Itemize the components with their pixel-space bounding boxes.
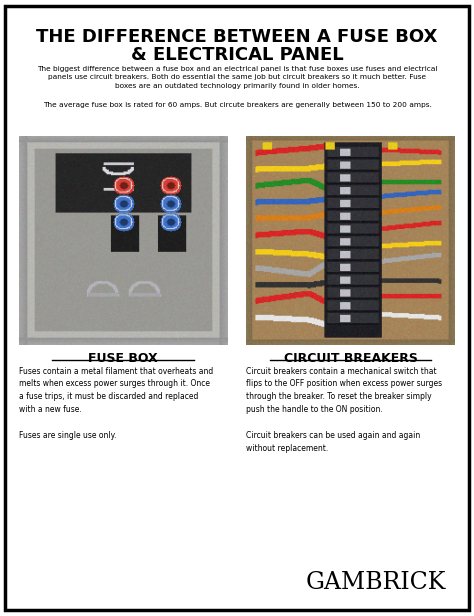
Text: Fuses contain a metal filament that overheats and
melts when excess power surges: Fuses contain a metal filament that over… [19,367,213,440]
Text: CIRCUIT BREAKERS: CIRCUIT BREAKERS [284,352,418,365]
Text: & ELECTRICAL PANEL: & ELECTRICAL PANEL [131,46,343,64]
Text: FUSE BOX: FUSE BOX [89,352,158,365]
Text: Circuit breakers contain a mechanical switch that
flips to the OFF position when: Circuit breakers contain a mechanical sw… [246,367,443,453]
Text: GAMBRICK: GAMBRICK [305,572,446,594]
Text: The biggest difference between a fuse box and an electrical panel is that fuse b: The biggest difference between a fuse bo… [37,66,437,89]
Text: THE DIFFERENCE BETWEEN A FUSE BOX: THE DIFFERENCE BETWEEN A FUSE BOX [36,28,438,46]
Text: The average fuse box is rated for 60 amps. But circute breakers are generally be: The average fuse box is rated for 60 amp… [43,102,431,108]
